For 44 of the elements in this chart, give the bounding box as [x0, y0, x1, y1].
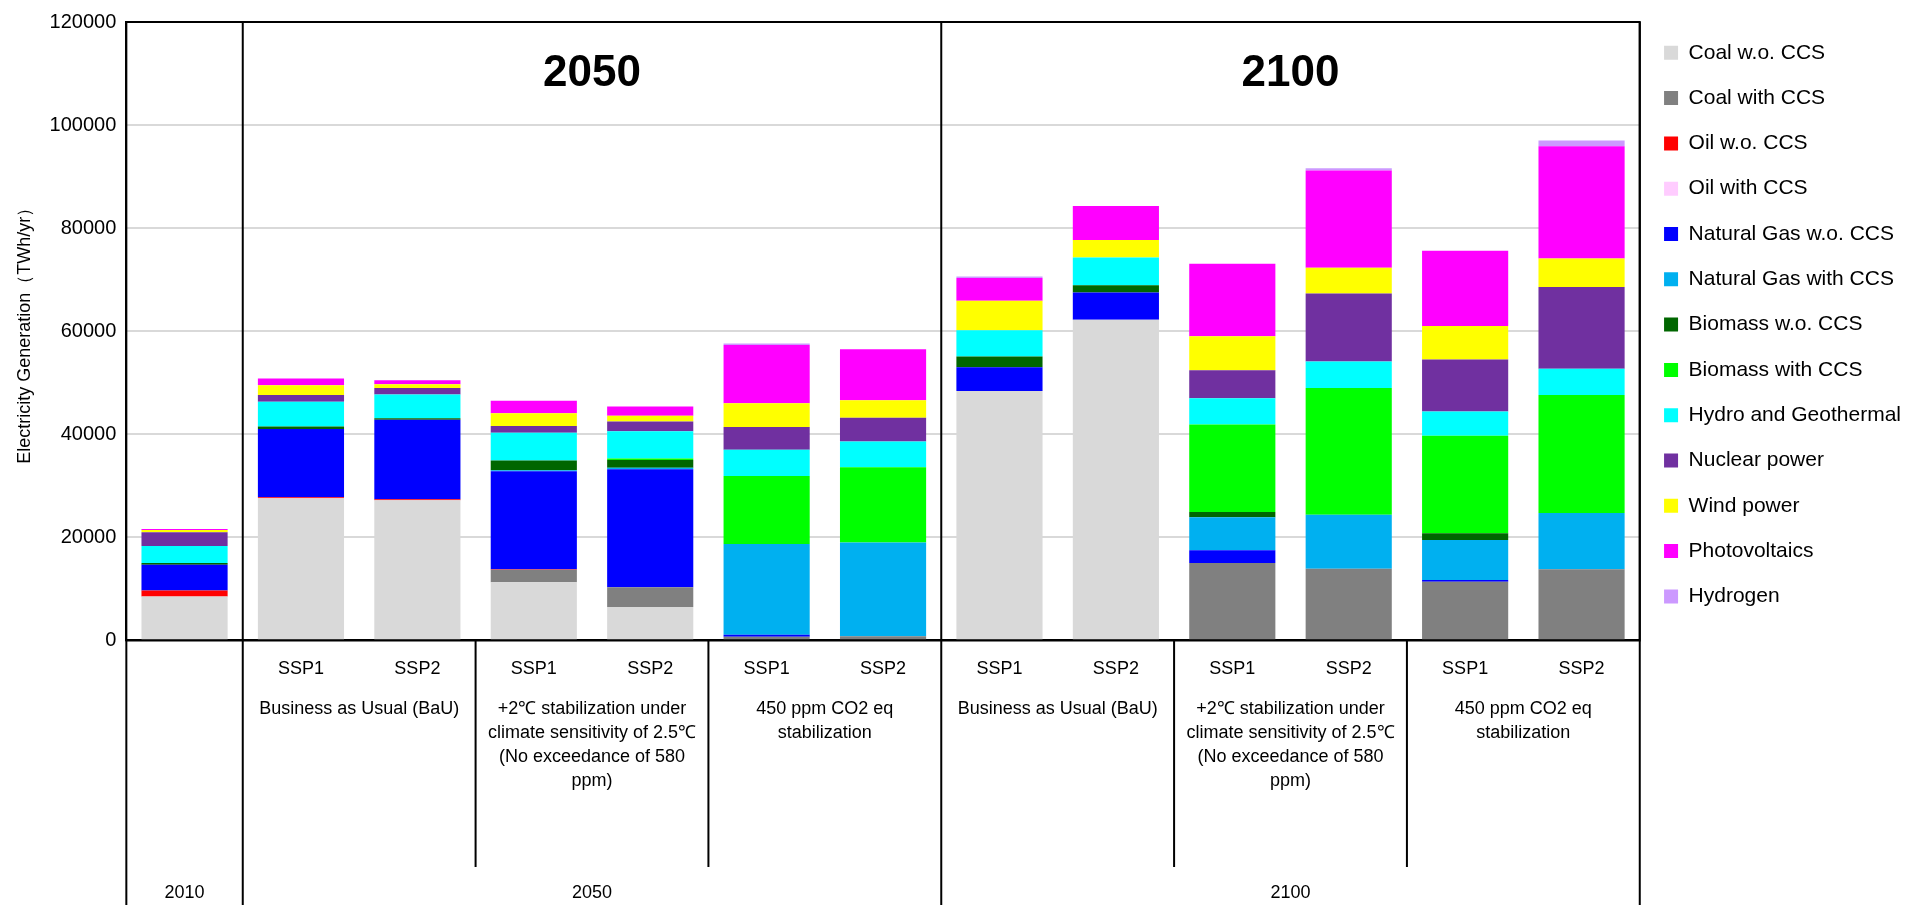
legend-label: Hydro and Geothermal	[1688, 402, 1902, 425]
x-tick-label: SSP1	[743, 658, 790, 679]
text: 2100	[1270, 881, 1311, 902]
y-tick-label: 60000	[60, 318, 117, 341]
annotation: 2100	[1241, 46, 1340, 96]
text: 2010	[164, 881, 205, 902]
x-tick-label: SSP2	[627, 658, 674, 679]
legend-label: Biomass with CCS	[1688, 356, 1863, 380]
annotation: 2050	[543, 46, 641, 96]
legend-label: Oil with CCS	[1688, 175, 1808, 199]
x-tick-label: SSP1	[976, 658, 1023, 679]
x-tick-label: SSP2	[394, 658, 441, 679]
legend-label: Nuclear power	[1688, 447, 1824, 471]
legend-label: Photovoltaics	[1688, 537, 1814, 561]
y-tick-label: 80000	[60, 215, 117, 238]
x-tick-label: SSP2	[1092, 658, 1139, 679]
legend-label: Oil w.o. CCS	[1688, 130, 1808, 154]
y-tick-label: 20000	[60, 524, 117, 547]
text: +2℃ stabilization under climate sensitivity of 2.5℃ (No exceedance of 580 ppm)	[1186, 698, 1395, 791]
y-axis-title: Electricity Generation（TWh/yr）	[13, 198, 34, 464]
text: Business as Usual (BaU)	[957, 698, 1158, 719]
x-tick-label: SSP1	[510, 658, 557, 679]
legend-label: Natural Gas w.o. CCS	[1688, 220, 1894, 244]
y-tick-label: 0	[105, 627, 117, 650]
y-tick-label: 100000	[49, 112, 117, 135]
x-tick-label: SSP2	[1558, 658, 1605, 679]
text: 2050	[571, 881, 613, 902]
x-tick-label: SSP2	[1325, 658, 1372, 679]
legend-label: Coal with CCS	[1688, 84, 1826, 108]
x-tick-label: SSP1	[1209, 658, 1256, 679]
legend-label: Natural Gas with CCS	[1688, 266, 1894, 290]
legend-label: Biomass w.o. CCS	[1688, 311, 1863, 335]
text: 450 ppm CO2 eq stabilization	[1454, 698, 1592, 743]
x-tick-label: SSP2	[860, 658, 907, 679]
text: Business as Usual (BaU)	[259, 698, 460, 719]
legend-label: Coal w.o. CCS	[1688, 39, 1826, 63]
y-tick-label: 120000	[49, 9, 117, 32]
text: 450 ppm CO2 eq stabilization	[756, 698, 894, 743]
legend-label: Hydrogen	[1688, 583, 1780, 607]
y-tick-label: 40000	[60, 421, 117, 444]
text: +2℃ stabilization under climate sensitivity of 2.5℃ (No exceedance of 580 ppm)	[487, 698, 697, 791]
x-tick-label: SSP1	[1442, 658, 1489, 679]
legend-label: Wind power	[1688, 492, 1800, 516]
x-tick-label: SSP1	[277, 658, 324, 679]
